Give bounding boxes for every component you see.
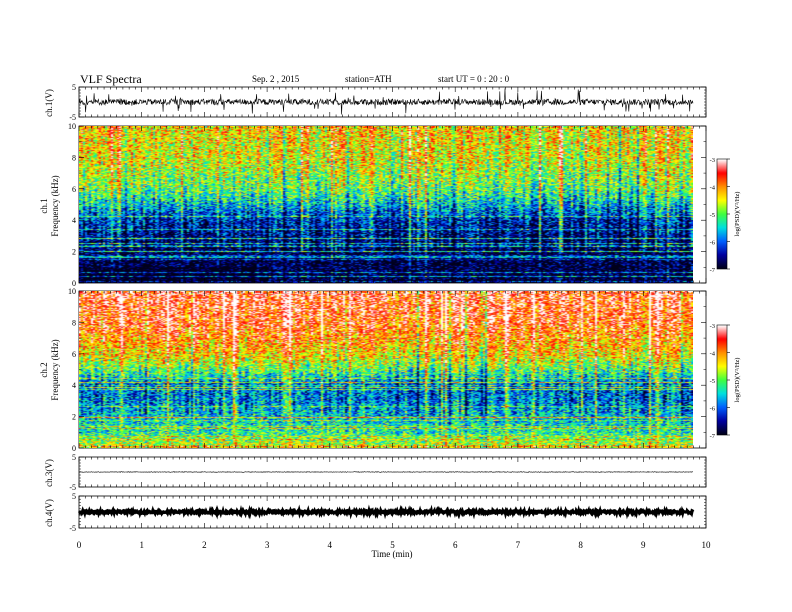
x-tick-label: 5 [390,540,395,550]
x-tick-label: 7 [516,540,521,550]
ch1-spectrogram-ylabel-frequency: Frequency (kHz) [50,175,60,236]
ch1-spectrogram-ylabel-channel: ch.1 [39,198,49,213]
colorbar-1-label: log(PSD)(V²/Hz) [734,192,741,237]
colorbar-tick-label: -5 [710,212,715,219]
ch3-waveform-ylabel: ch.3(V) [44,459,54,487]
colorbar-1-gradient [717,159,727,269]
y-tick-label: 4 [72,381,76,390]
y-tick-label: 6 [72,350,76,359]
x-tick-label: 9 [641,540,646,550]
y-tick-label: -5 [69,524,76,533]
ch2-spectrogram-image [79,291,693,448]
x-tick-label: 3 [265,540,270,550]
x-tick-label: 4 [328,540,333,550]
ch2-spectrogram-ylabel-frequency: Frequency (kHz) [50,339,60,400]
chart-title: VLF Spectra [80,72,142,86]
colorbar-tick-label: -6 [710,240,716,247]
colorbar-tick-label: -5 [710,378,715,385]
ch4-waveform-line [78,504,695,520]
colorbar-tick-label: -3 [710,323,715,330]
y-tick-label: 8 [72,318,76,327]
colorbar-tick-label: -3 [710,157,715,164]
colorbar-2-gradient [717,325,727,435]
y-tick-label: 2 [72,248,76,257]
y-tick-label: 5 [72,492,76,501]
colorbar-tick-label: -6 [710,406,716,413]
x-axis-label: Time (min) [372,549,413,559]
y-tick-label: -5 [69,113,76,122]
x-tick-label: 1 [139,540,144,550]
y-tick-label: 6 [72,185,76,194]
x-tick-label: 0 [77,540,82,550]
x-tick-label: 10 [702,540,712,550]
date-label: Sep. 2 , 2015 [252,74,300,84]
colorbar-tick-label: -7 [710,433,716,440]
colorbar-tick-label: -4 [710,351,716,358]
x-tick-label: 8 [578,540,583,550]
ch2-spectrogram-ylabel-channel: ch.2 [39,362,49,377]
y-tick-label: 5 [72,453,76,462]
y-tick-label: 0 [72,279,76,288]
colorbars-group: -3 -4 -5 -6 -7 log(PSD)(V²/Hz) -3 -4 -5 -6 -7 log(P… [710,157,741,440]
y-tick-label: 10 [68,287,76,296]
x-tick-label: 2 [202,540,207,550]
ch1-waveform-line [78,88,694,115]
y-tick-label: 8 [72,153,76,162]
station-label: station=ATH [345,74,392,84]
start-time-label: start UT = 0 : 20 : 0 [438,74,510,84]
y-tick-label: 10 [68,122,76,131]
y-tick-label: 4 [72,216,76,225]
ch4-waveform-ylabel: ch.4(V) [44,499,54,527]
colorbar-tick-label: -4 [710,185,716,192]
y-tick-label: 2 [72,413,76,422]
x-tick-label: 6 [453,540,458,550]
ch3-waveform-line [78,471,693,473]
colorbar-tick-label: -7 [710,267,716,274]
ch1-waveform-ylabel: ch.1(V) [44,89,54,117]
y-tick-label: 5 [72,83,76,92]
ch1-spectrogram-image [79,126,693,283]
y-tick-label: 0 [72,444,76,453]
y-tick-label: -5 [69,483,76,492]
colorbar-2-label: log(PSD)(V²/Hz) [734,358,741,403]
